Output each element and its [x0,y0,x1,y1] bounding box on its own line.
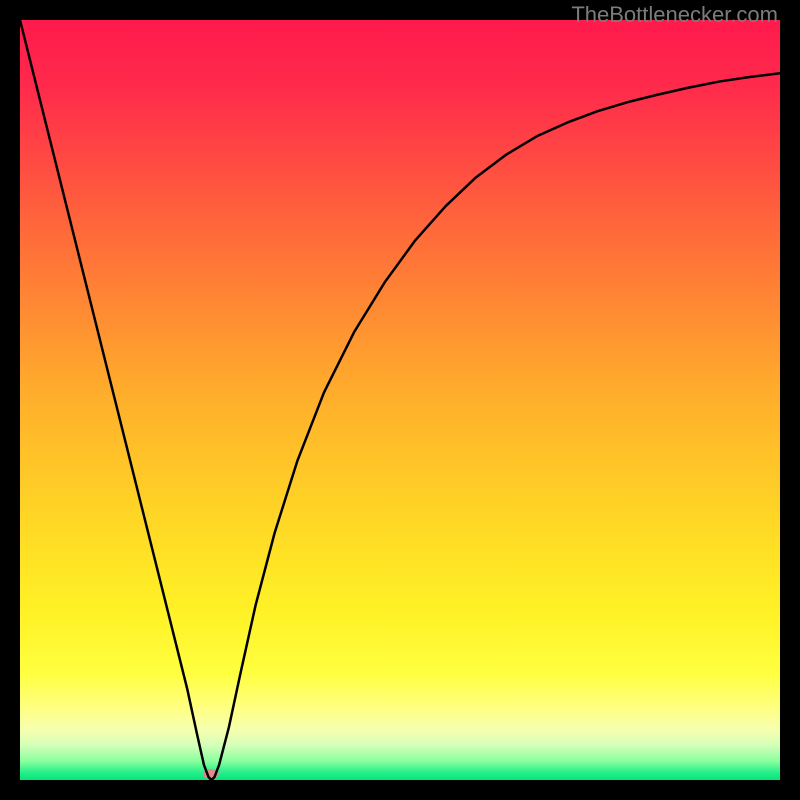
plot-area [20,20,780,780]
attribution-label: TheBottlenecker.com [571,2,778,28]
chart-container: TheBottlenecker.com [0,0,800,800]
gradient-background [20,20,780,780]
